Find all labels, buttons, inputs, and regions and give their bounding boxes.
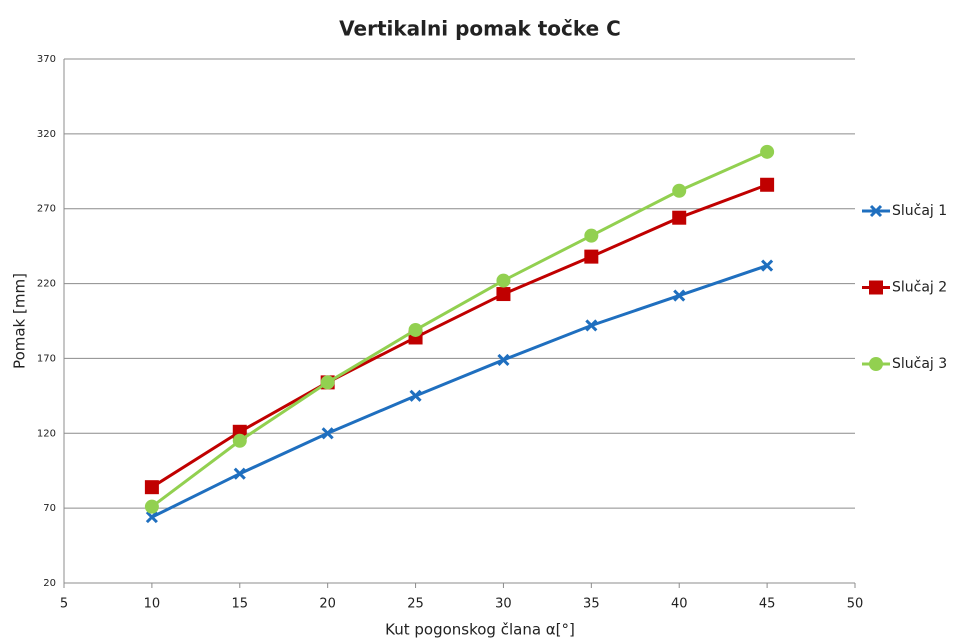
x-tick-label: 35 [583, 597, 600, 612]
y-tick-label: 370 [37, 54, 56, 65]
x-tick-label: 10 [144, 597, 161, 612]
legend-marker [869, 280, 883, 295]
marker [408, 322, 423, 337]
y-tick-label: 220 [37, 279, 56, 290]
legend-label: Slučaj 2 [892, 280, 947, 296]
x-axis-label: Kut pogonskog člana α[°] [385, 621, 575, 639]
marker [144, 499, 159, 514]
y-axis-label: Pomak [mm] [11, 273, 29, 369]
y-tick-label: 320 [37, 129, 56, 140]
x-tick-label: 20 [319, 597, 336, 612]
x-tick-label: 40 [671, 597, 688, 612]
marker [145, 511, 158, 524]
marker [496, 273, 511, 288]
legend-marker [869, 204, 883, 218]
marker [496, 287, 511, 302]
marker [233, 467, 246, 480]
marker [320, 375, 335, 390]
marker [144, 480, 159, 495]
x-tick-label: 45 [759, 597, 776, 612]
marker [673, 289, 686, 302]
y-tick-label: 20 [43, 578, 56, 589]
x-tick-label: 15 [232, 597, 249, 612]
series-line [151, 183, 768, 489]
marker [585, 319, 598, 332]
marker [232, 433, 247, 448]
y-tick-label: 120 [37, 428, 56, 439]
marker [584, 228, 599, 243]
chart-title: Vertikalni pomak točke C [339, 17, 621, 41]
marker [760, 144, 775, 159]
y-tick-label: 270 [37, 204, 56, 215]
legend-label: Slučaj 3 [892, 356, 947, 372]
marker [672, 210, 687, 225]
x-tick-label: 30 [495, 597, 512, 612]
marker [497, 353, 510, 366]
x-tick-label: 5 [60, 597, 68, 612]
marker [761, 259, 774, 272]
x-tick-label: 25 [407, 597, 424, 612]
marker [760, 177, 775, 192]
marker [409, 389, 422, 402]
series-line [150, 150, 768, 508]
x-tick-label: 50 [847, 597, 864, 612]
marker [584, 249, 599, 264]
y-tick-label: 70 [43, 503, 56, 514]
marker [321, 427, 334, 440]
series-line [151, 264, 768, 519]
y-tick-label: 170 [37, 353, 56, 364]
legend-marker [869, 357, 883, 371]
legend-label: Slučaj 1 [892, 203, 947, 219]
marker [672, 183, 687, 198]
